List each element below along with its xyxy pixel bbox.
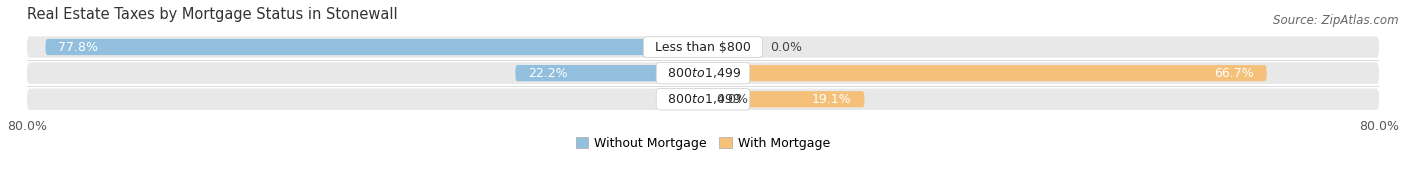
FancyBboxPatch shape xyxy=(516,65,703,81)
Legend: Without Mortgage, With Mortgage: Without Mortgage, With Mortgage xyxy=(571,132,835,155)
Text: $800 to $1,499: $800 to $1,499 xyxy=(659,66,747,80)
FancyBboxPatch shape xyxy=(27,89,1379,110)
Text: $800 to $1,499: $800 to $1,499 xyxy=(659,92,747,106)
FancyBboxPatch shape xyxy=(703,65,1267,81)
Text: 0.0%: 0.0% xyxy=(716,93,748,106)
FancyBboxPatch shape xyxy=(27,62,1379,84)
Text: 22.2%: 22.2% xyxy=(529,67,568,80)
Text: 19.1%: 19.1% xyxy=(813,93,852,106)
Text: 0.0%: 0.0% xyxy=(770,41,803,54)
Text: Real Estate Taxes by Mortgage Status in Stonewall: Real Estate Taxes by Mortgage Status in … xyxy=(27,7,398,22)
Text: Less than $800: Less than $800 xyxy=(647,41,759,54)
FancyBboxPatch shape xyxy=(45,39,703,55)
Text: Source: ZipAtlas.com: Source: ZipAtlas.com xyxy=(1274,14,1399,27)
FancyBboxPatch shape xyxy=(27,36,1379,58)
Text: 77.8%: 77.8% xyxy=(58,41,98,54)
Text: 66.7%: 66.7% xyxy=(1215,67,1254,80)
FancyBboxPatch shape xyxy=(703,91,865,107)
